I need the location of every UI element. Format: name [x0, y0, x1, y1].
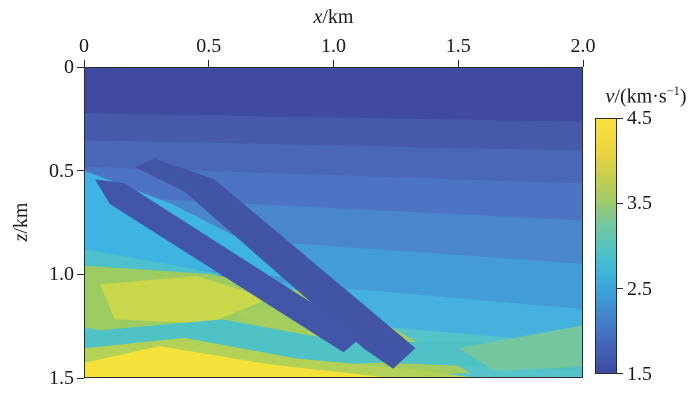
x-axis-variable: x: [313, 6, 323, 28]
x-tick-mark: [457, 60, 459, 67]
layer-yellow-base: [85, 346, 384, 377]
colorbar-tick-label: 4.5: [627, 107, 652, 129]
colorbar: [595, 118, 617, 374]
z-tick-mark: [77, 66, 84, 68]
velocity-model-image: [85, 68, 582, 377]
z-tick-label: 1.0: [49, 263, 74, 286]
colorbar-variable: v: [605, 85, 615, 108]
colorbar-unit-prefix: /(km·s: [614, 85, 667, 108]
z-tick-label: 1.5: [49, 367, 74, 389]
colorbar-unit-suffix: ): [679, 85, 687, 108]
z-axis-label: z/km: [10, 182, 34, 262]
colorbar-tick-mark: [617, 372, 623, 374]
colorbar-tick-label: 3.5: [627, 192, 652, 215]
layer-green-patch-right: [457, 325, 582, 371]
colorbar-label: v/(km·s−1): [586, 84, 700, 109]
x-tick-mark: [333, 60, 334, 67]
colorbar-unit-exponent: −1: [666, 84, 680, 98]
x-tick-label: 1.0: [321, 35, 346, 57]
colorbar-tick-label: 2.5: [627, 277, 652, 300]
x-tick-label: 0.5: [196, 35, 222, 57]
z-axis-variable: z: [10, 233, 32, 242]
colorbar-tick-label: 1.5: [627, 363, 652, 385]
z-tick-mark: [77, 170, 84, 172]
z-axis-unit: /km: [10, 202, 32, 234]
z-tick-mark: [77, 377, 84, 379]
colorbar-tick-mark: [617, 117, 623, 119]
z-tick-label: 0.5: [49, 159, 74, 182]
colorbar-tick-mark: [617, 202, 623, 204]
x-axis-unit: /km: [322, 6, 354, 28]
x-tick-label: 1.5: [445, 35, 471, 57]
layer-fault-band-lower: [94, 179, 364, 353]
x-tick-mark: [208, 60, 210, 67]
x-tick-mark: [582, 60, 584, 67]
velocity-model-plot: [84, 67, 583, 378]
x-tick-mark: [83, 60, 85, 67]
x-tick-label: 2.0: [570, 35, 596, 57]
z-tick-mark: [77, 273, 84, 275]
layer-bright-green-lens: [99, 276, 269, 324]
layer-fault-band-upper: [134, 158, 416, 369]
colorbar-tick-mark: [617, 288, 623, 290]
x-axis-label: x/km: [84, 6, 583, 29]
x-tick-label: 0: [79, 35, 89, 57]
layer-band-5: [85, 195, 582, 274]
z-tick-label: 0: [64, 56, 74, 78]
